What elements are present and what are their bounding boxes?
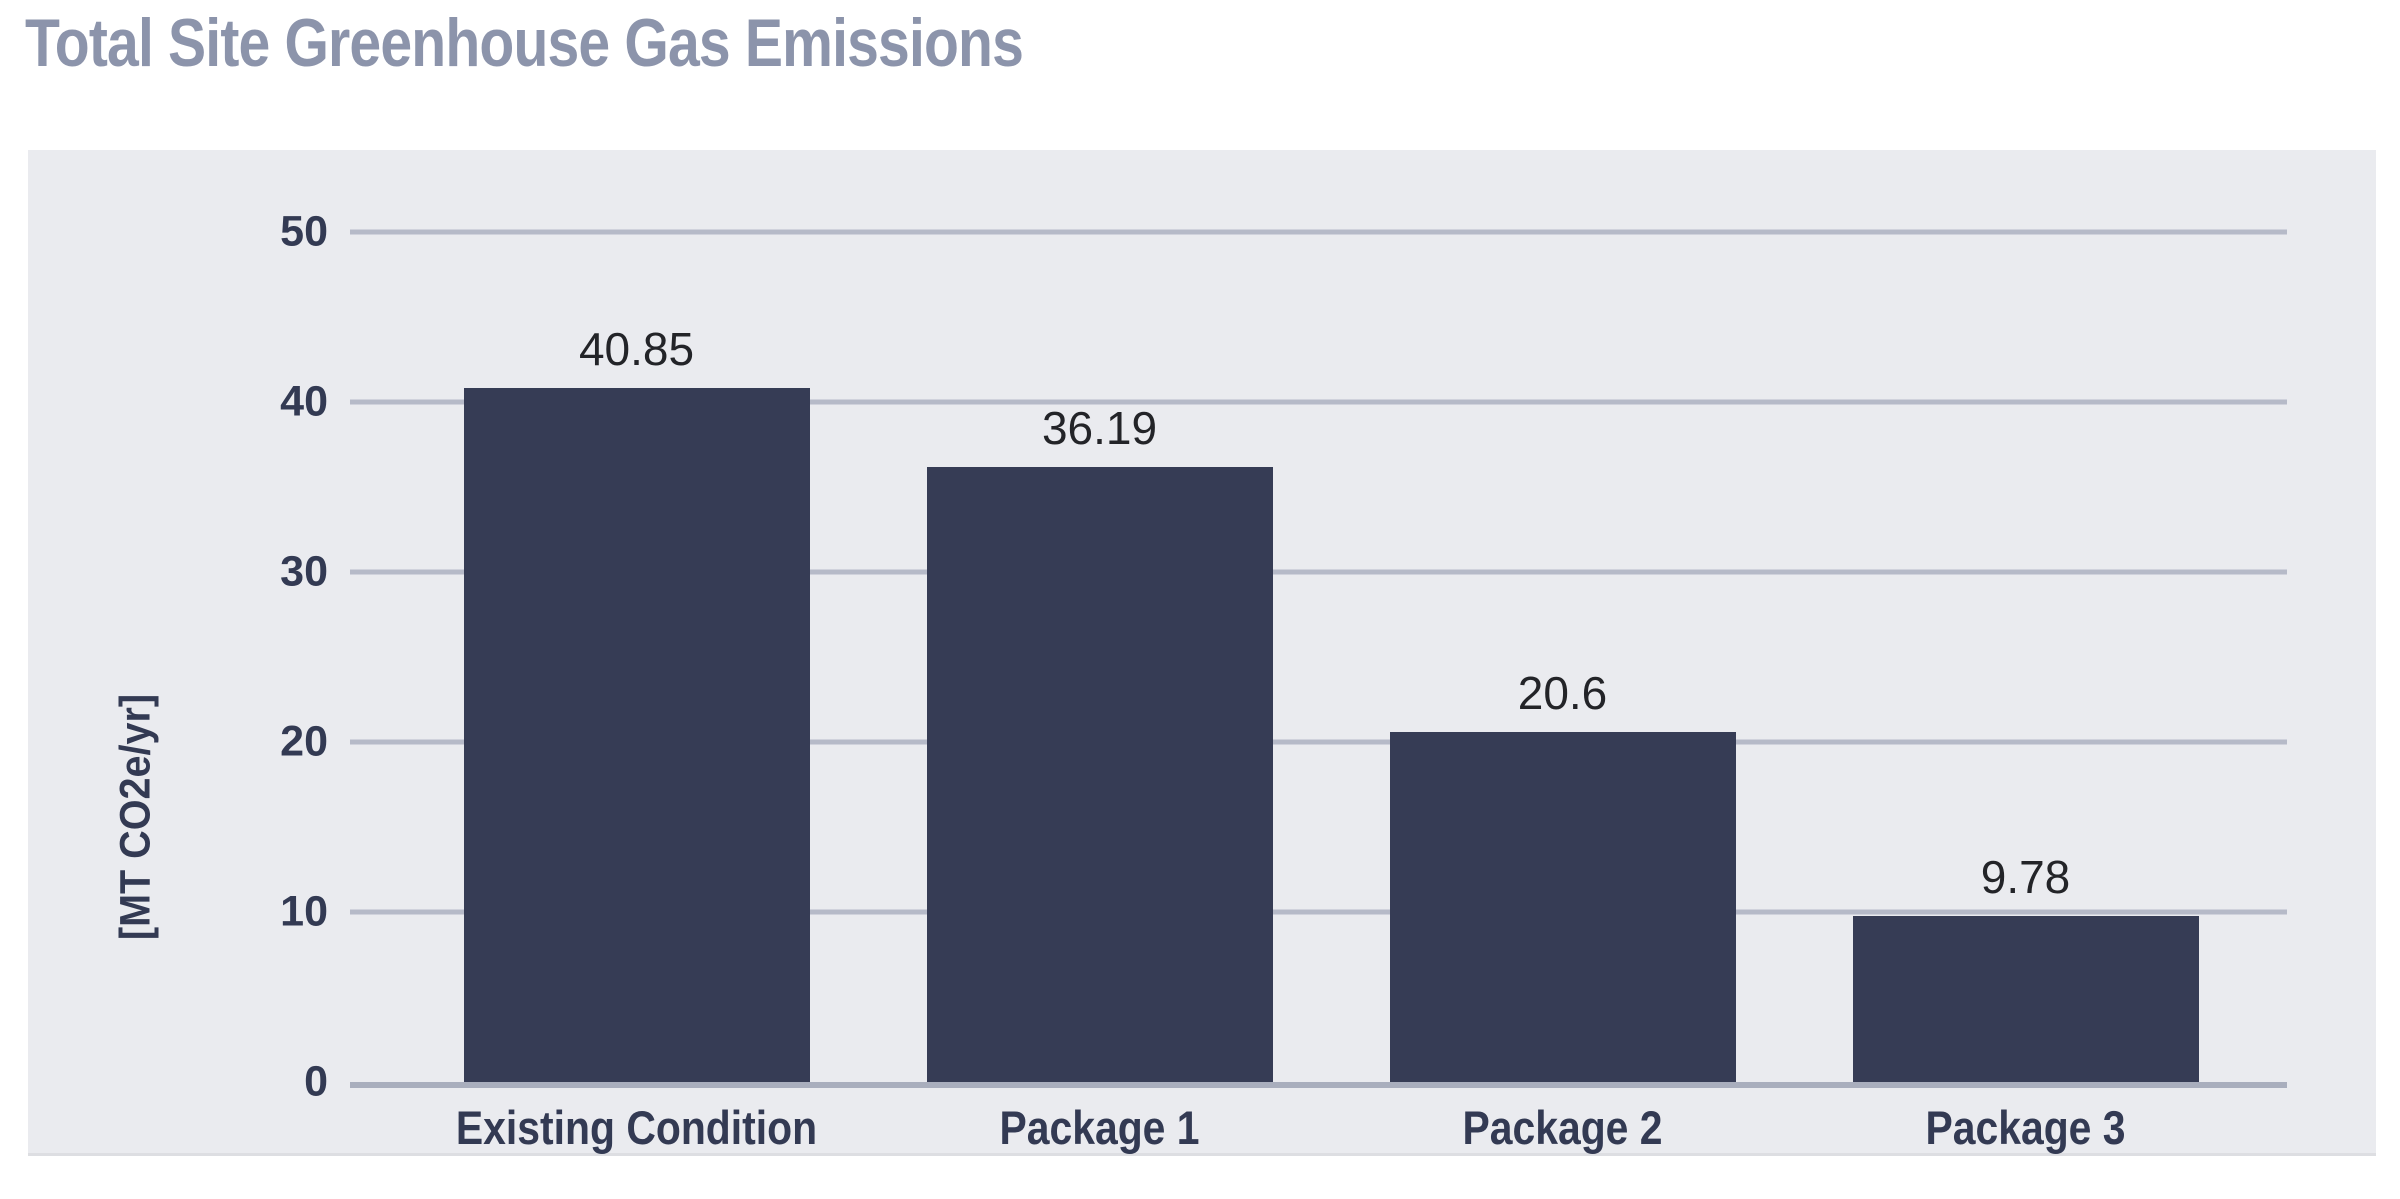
y-tick-label-40: 40 [280, 377, 328, 426]
bar-value-label: 36.19 [1041, 401, 1158, 454]
bar-slot: 9.78 [1794, 232, 2257, 1082]
bar-slot: 36.19 [868, 232, 1331, 1082]
y-tick-label-20: 20 [280, 717, 328, 766]
chart-panel: [MT CO2e/yr] 0 10 20 30 40 50 40.85 36.19 20.6 9… [28, 150, 2376, 1156]
bar-slot: 40.85 [405, 232, 868, 1082]
y-tick-label-50: 50 [280, 207, 328, 256]
bar-package-3 [1852, 915, 2199, 1082]
chart-title: Total Site Greenhouse Gas Emissions [25, 5, 1024, 81]
x-category-label-package-2: Package 2 [1462, 1101, 1663, 1154]
x-category-label-package-1: Package 1 [999, 1101, 1200, 1154]
gridline-y-40 [350, 399, 2287, 405]
x-category-label-package-3: Package 3 [1925, 1101, 2126, 1154]
gridline-y-10 [350, 909, 2287, 915]
bar-existing-condition [463, 387, 810, 1082]
y-tick-label-10: 10 [280, 887, 328, 936]
bars-container: 40.85 36.19 20.6 9.78 [350, 232, 2287, 1082]
y-tick-label-30: 30 [280, 547, 328, 596]
gridline-y-50 [350, 229, 2287, 235]
x-category-label-existing-condition: Existing Condition [455, 1101, 818, 1154]
gridline-y-30 [350, 569, 2287, 575]
bar-value-label: 20.6 [1517, 666, 1608, 719]
y-axis-label: [MT CO2e/yr] [111, 693, 160, 941]
gridline-y-20 [350, 739, 2287, 745]
bar-slot: 20.6 [1331, 232, 1794, 1082]
bar-package-2 [1389, 731, 1736, 1082]
bar-value-label: 9.78 [1980, 850, 2071, 903]
x-axis-line [350, 1082, 2287, 1088]
plot-area: 0 10 20 30 40 50 40.85 36.19 20.6 9.78 [280, 210, 2287, 1103]
x-axis-category-labels: Existing Condition Package 1 Package 2 Pack… [350, 1102, 2287, 1154]
bar-value-label: 40.85 [578, 322, 695, 375]
y-tick-label-0: 0 [304, 1057, 328, 1106]
bar-package-1 [926, 466, 1273, 1082]
